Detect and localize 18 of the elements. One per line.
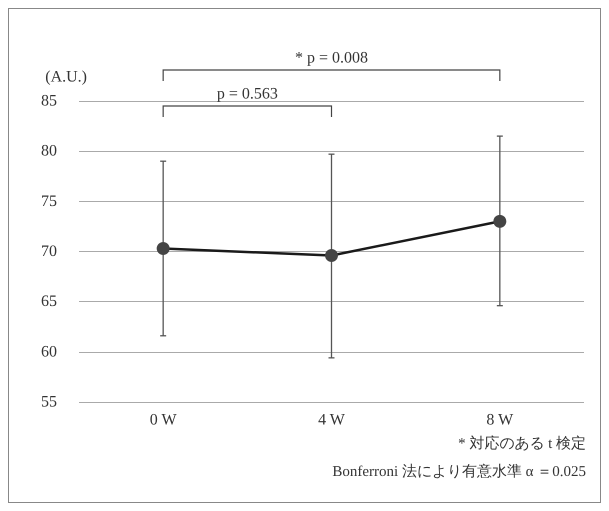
point	[156, 242, 170, 255]
text: * p = 0.008	[294, 50, 368, 66]
y-tick-label: 80	[41, 142, 57, 160]
annotation: p = 0.563	[216, 86, 278, 102]
y-tick-label: 75	[41, 192, 57, 210]
y-tick-label: 55	[41, 394, 57, 410]
y-tick-label: 65	[41, 293, 57, 310]
y-axis-title: (A.U.)	[45, 68, 87, 86]
y-tick-label: 60	[41, 343, 57, 360]
text: * 対応のある t 検定	[458, 435, 586, 452]
y-tick-label: 85	[41, 92, 57, 110]
x-tick-label: 4 W	[318, 412, 346, 428]
point	[493, 214, 506, 228]
text: Bonferroni 法により有意水準 α ＝0.025	[332, 463, 586, 480]
x-tick-label: 8 W	[486, 412, 514, 428]
x-tick-label: 0 W	[150, 412, 178, 428]
y-tick-label: 70	[41, 243, 57, 260]
point	[325, 249, 338, 262]
